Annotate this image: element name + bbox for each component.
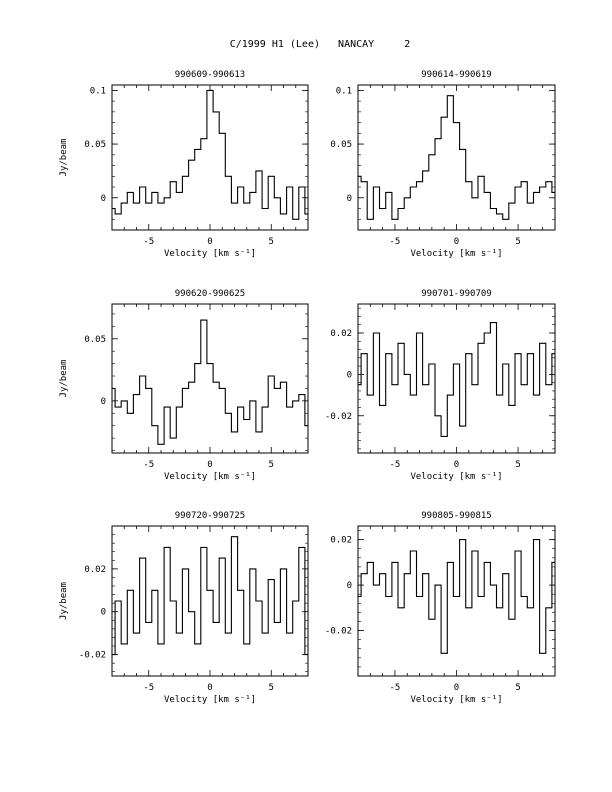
y-tick-label: 0	[101, 608, 106, 618]
x-tick-label: -5	[390, 460, 401, 470]
x-tick-label: 5	[269, 460, 274, 470]
x-tick-label: 0	[454, 460, 459, 470]
plot-frame	[111, 525, 309, 677]
y-tick-label: 0	[347, 581, 352, 591]
spectrum-panel-5: 990720-990725 -5 0 5 -0.02 0 0.02 Velocity [km …	[59, 511, 309, 705]
spectrum-line	[358, 322, 555, 437]
x-axis-label: Velocity [km s⁻¹]	[164, 695, 256, 705]
y-tick-label: 0	[347, 194, 352, 204]
x-tick-label: -5	[390, 237, 401, 247]
x-axis-label: Velocity [km s⁻¹]	[410, 472, 502, 482]
y-axis-label: Jy/beam	[59, 582, 69, 620]
y-tick-label: 0	[101, 397, 106, 407]
panel-title: 990701-990709	[421, 289, 491, 299]
spectrum-line	[358, 539, 555, 654]
x-tick-label: 5	[269, 683, 274, 693]
x-axis-label: Velocity [km s⁻¹]	[164, 249, 256, 259]
spectrum-panel-1: 990609-990613 -5 0 5 0 0.05 0.1 Velocity [km s⁻…	[59, 70, 309, 259]
spectrum-line	[358, 95, 555, 220]
x-tick-label: 5	[515, 237, 520, 247]
spectrum-panel-4: 990701-990709 -5 0 5 -0.02 0 0.02 Velocity [km …	[325, 289, 556, 482]
y-tick-label: 0.02	[330, 329, 352, 339]
y-tick-label: 0.02	[330, 536, 352, 546]
y-tick-label: 0.1	[90, 86, 106, 96]
x-tick-label: 5	[515, 460, 520, 470]
panel-title: 990609-990613	[175, 70, 245, 80]
y-tick-label: 0.05	[84, 335, 106, 345]
plot-frame	[357, 525, 556, 677]
x-tick-label: -5	[390, 683, 401, 693]
spectrum-line	[112, 89, 308, 220]
x-tick-label: 0	[207, 237, 212, 247]
y-axis-label: Jy/beam	[59, 360, 69, 398]
x-axis-label: Velocity [km s⁻¹]	[164, 472, 256, 482]
x-axis-label: Velocity [km s⁻¹]	[410, 695, 502, 705]
panel-title: 990720-990725	[175, 511, 245, 521]
spectrum-panel-2: 990614-990619 -5 0 5 0 0.05 0.1 Velocity [km s⁻…	[330, 70, 556, 259]
y-tick-label: 0	[101, 194, 106, 204]
x-axis-label: Velocity [km s⁻¹]	[410, 249, 502, 259]
spectrum-panel-3: 990620-990625 -5 0 5 0 0.05 Velocity [km s⁻¹] J…	[59, 289, 309, 482]
x-tick-label: 5	[515, 683, 520, 693]
plot-frame	[357, 84, 556, 231]
x-tick-label: 0	[207, 460, 212, 470]
spectrum-line	[112, 319, 308, 445]
x-tick-label: 5	[269, 237, 274, 247]
y-tick-label: 0.05	[330, 140, 352, 150]
y-axis-label: Jy/beam	[59, 139, 69, 177]
x-tick-label: 0	[454, 683, 459, 693]
page-title: C/1999 H1 (Lee) NANCAY 2	[230, 39, 411, 50]
x-tick-label: 0	[454, 237, 459, 247]
plot-frame	[111, 84, 309, 231]
y-tick-label: 0.1	[336, 86, 352, 96]
x-tick-label: -5	[143, 237, 154, 247]
x-tick-label: 0	[207, 683, 212, 693]
y-tick-label: 0	[347, 370, 352, 380]
y-tick-label: -0.02	[325, 627, 352, 637]
y-tick-label: 0.05	[84, 140, 106, 150]
y-tick-label: -0.02	[325, 412, 352, 422]
y-tick-label: -0.02	[79, 651, 106, 661]
x-tick-label: -5	[143, 460, 154, 470]
plot-frame	[357, 303, 556, 454]
y-tick-label: 0.02	[84, 565, 106, 575]
spectrum-line	[112, 536, 308, 656]
spectrum-panel-6: 990805-990815 -5 0 5 -0.02 0 0.02 Velocity [km …	[325, 511, 556, 705]
x-tick-label: -5	[143, 683, 154, 693]
panel-title: 990620-990625	[175, 289, 245, 299]
panel-title: 990805-990815	[421, 511, 491, 521]
panel-title: 990614-990619	[421, 70, 491, 80]
plot-frame	[111, 303, 309, 454]
